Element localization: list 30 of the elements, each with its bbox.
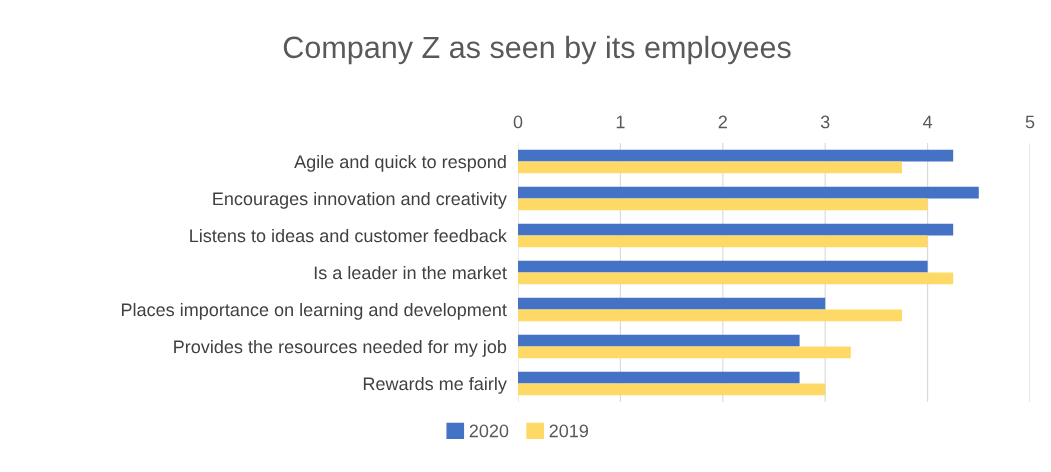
bar: [518, 235, 928, 248]
bar: [518, 186, 979, 199]
bar: [518, 272, 954, 285]
bar: [518, 223, 954, 236]
y-tick-label: Rewards me fairly: [363, 376, 507, 394]
y-tick-label: Provides the resources needed for my job: [174, 339, 507, 357]
bar: [518, 309, 902, 322]
chart-title: Company Z as seen by its employees: [283, 35, 791, 65]
x-tick-label: 1: [616, 115, 625, 129]
bar: [518, 161, 902, 174]
bar: [518, 371, 800, 384]
bar: [518, 297, 826, 310]
x-tick-label: 5: [1025, 115, 1035, 129]
x-tick-label: 0: [513, 115, 523, 129]
bar: [518, 149, 954, 162]
bar: [518, 198, 928, 211]
x-tick-label: 2: [718, 115, 727, 129]
bar: [518, 346, 851, 359]
y-tick-label: Places importance on learning and development: [121, 302, 507, 320]
bar: [518, 334, 800, 347]
x-tick-label: 4: [922, 115, 933, 129]
x-tick-label: 3: [820, 115, 830, 129]
y-tick-label: Listens to ideas and customer feedback: [190, 228, 507, 243]
legend-label: 2019: [549, 424, 589, 438]
bar: [518, 260, 928, 273]
y-tick-label: Encourages innovation and creativity: [213, 191, 507, 209]
y-tick-label: Agile and quick to respond: [294, 154, 506, 172]
legend-label: 2020: [469, 424, 509, 438]
y-tick-label: Is a leader in the market: [314, 265, 507, 280]
bar: [518, 383, 826, 396]
